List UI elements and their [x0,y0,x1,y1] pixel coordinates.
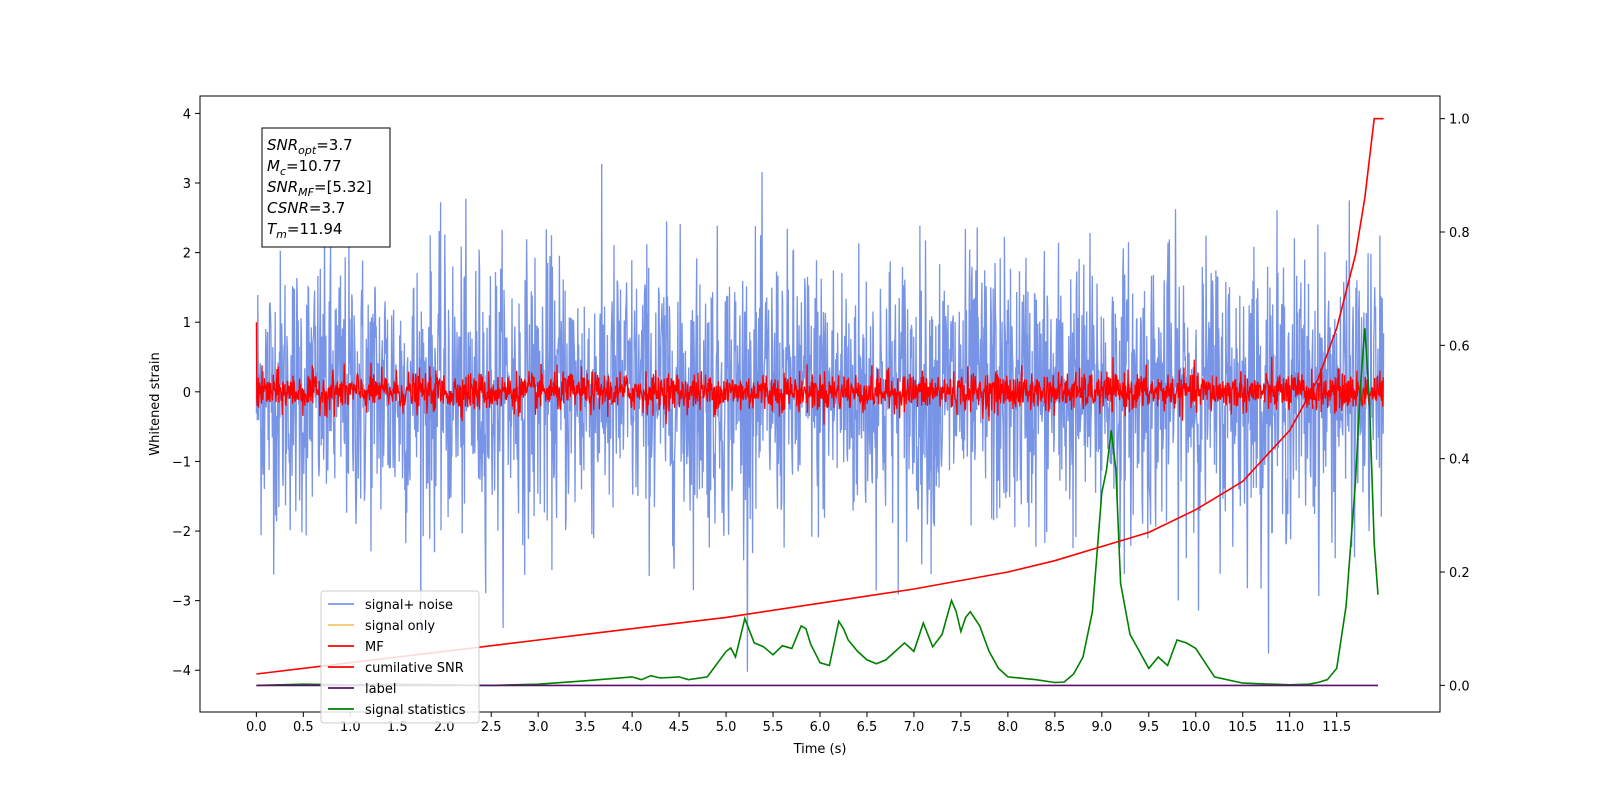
x-axis-label: Time (s) [793,742,847,757]
x-tick-label: 11.0 [1275,720,1304,735]
x-tick-label: 6.0 [810,720,831,735]
legend-frame [320,590,480,724]
info-box-line: Mc=10.77 [267,157,342,178]
series-cumulative-snr [256,117,1384,675]
info-box-line: CSNR=3.7 [267,199,345,217]
y-tick-label-right: 0.4 [1449,453,1470,468]
y-tick-label-left: −4 [172,664,191,679]
info-box-line: SNRopt=3.7 [267,136,353,157]
info-box-frame [261,127,391,248]
y-tick-label-left: −1 [172,455,191,470]
y-tick-label-right: 1.0 [1449,113,1470,128]
x-tick-label: 9.0 [1091,720,1112,735]
x-tick-label: 7.0 [904,720,925,735]
x-tick-label: 2.0 [434,720,455,735]
y-tick-label-right: 0.8 [1449,226,1470,241]
legend-entry: signal+ noise [365,598,453,613]
x-tick-label: 7.5 [951,720,972,735]
y-axis-label: Whitened strain [148,352,163,455]
x-tick-label: 8.5 [1045,720,1066,735]
legend: signal+ noise signal only MF cumilative SNR… [320,590,480,724]
info-box-line: Tm=11.94 [267,220,342,241]
info-box-line: SNRMF=[5.32] [267,178,372,199]
legend-entry: signal only [365,619,435,634]
x-tick-label: 9.5 [1138,720,1159,735]
x-tick-label: 2.5 [481,720,502,735]
x-tick-label: 1.5 [387,720,408,735]
x-tick-label: 1.0 [340,720,361,735]
x-tick-label: 8.0 [998,720,1019,735]
x-tick-label: 4.5 [669,720,690,735]
x-tick-label: 4.0 [622,720,643,735]
x-tick-label: 3.0 [528,720,549,735]
series-signal-statistics [256,328,1379,687]
x-tick-label: 6.5 [857,720,878,735]
legend-entry: cumilative SNR [365,661,464,676]
x-tick-label: 11.5 [1322,720,1351,735]
y-tick-label-right: 0.2 [1449,566,1470,581]
x-tick-label: 0.0 [246,720,267,735]
ticks-layer: 0.0 0.5 1.0 1.5 2.0 2.5 3.0 3.5 4.0 4.5 5.0 5.5 6.0 6… [172,107,1470,735]
y-tick-label-left: 0 [183,386,191,401]
legend-entry: MF [365,640,384,655]
legend-entry: signal statistics [365,703,466,718]
x-tick-label: 10.5 [1228,720,1257,735]
y-tick-label-right: 0.0 [1449,679,1470,694]
x-tick-label: 10.0 [1181,720,1210,735]
y-tick-label-left: −3 [172,595,191,610]
x-tick-label: 3.5 [575,720,596,735]
y-tick-label-left: 3 [183,177,191,192]
legend-entry: label [365,682,396,697]
x-tick-label: 0.5 [293,720,314,735]
y-tick-label-right: 0.6 [1449,339,1470,354]
y-tick-label-left: 4 [183,107,191,122]
y-tick-label-left: −2 [172,525,191,540]
x-tick-label: 5.5 [763,720,784,735]
x-tick-label: 5.0 [716,720,737,735]
y-tick-label-left: 2 [183,247,191,262]
y-tick-label-left: 1 [183,316,191,331]
series-mf [255,322,1384,425]
